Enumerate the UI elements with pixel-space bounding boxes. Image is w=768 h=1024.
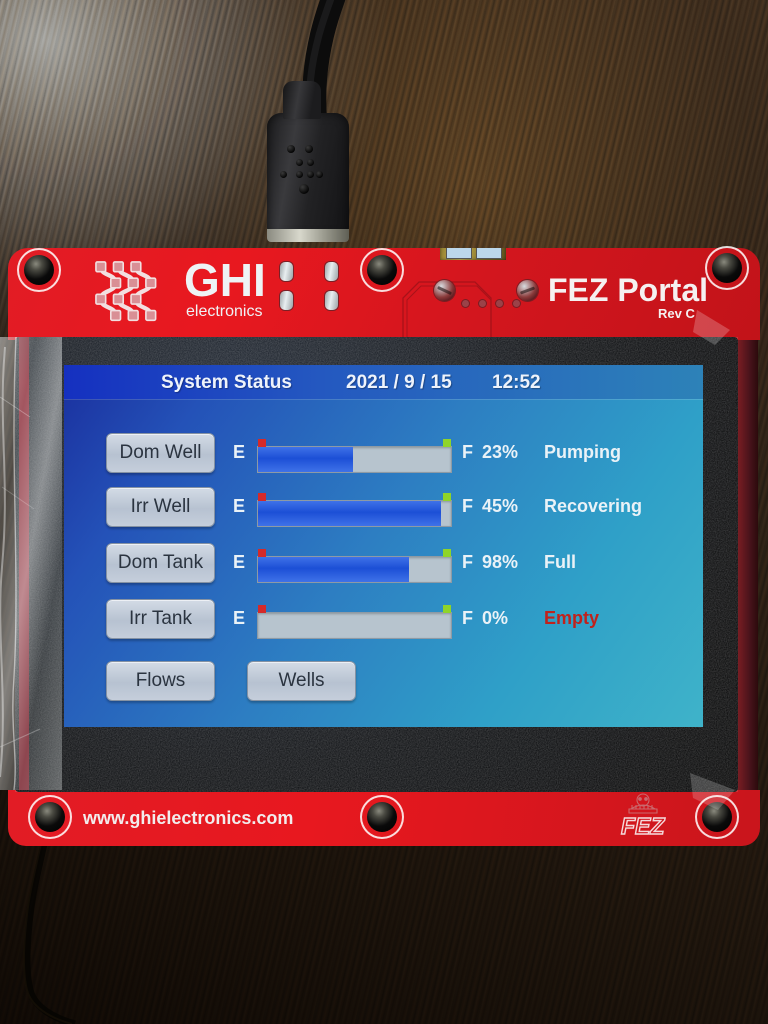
svg-text:electronics: electronics [186, 303, 262, 320]
svg-text:Rev C: Rev C [658, 306, 695, 321]
svg-text:www.ghielectronics.com: www.ghielectronics.com [82, 808, 293, 828]
svg-text:GHI: GHI [184, 254, 266, 306]
svg-text:FEZ Portal: FEZ Portal [548, 272, 708, 308]
svg-text:FEZ: FEZ [621, 813, 665, 839]
